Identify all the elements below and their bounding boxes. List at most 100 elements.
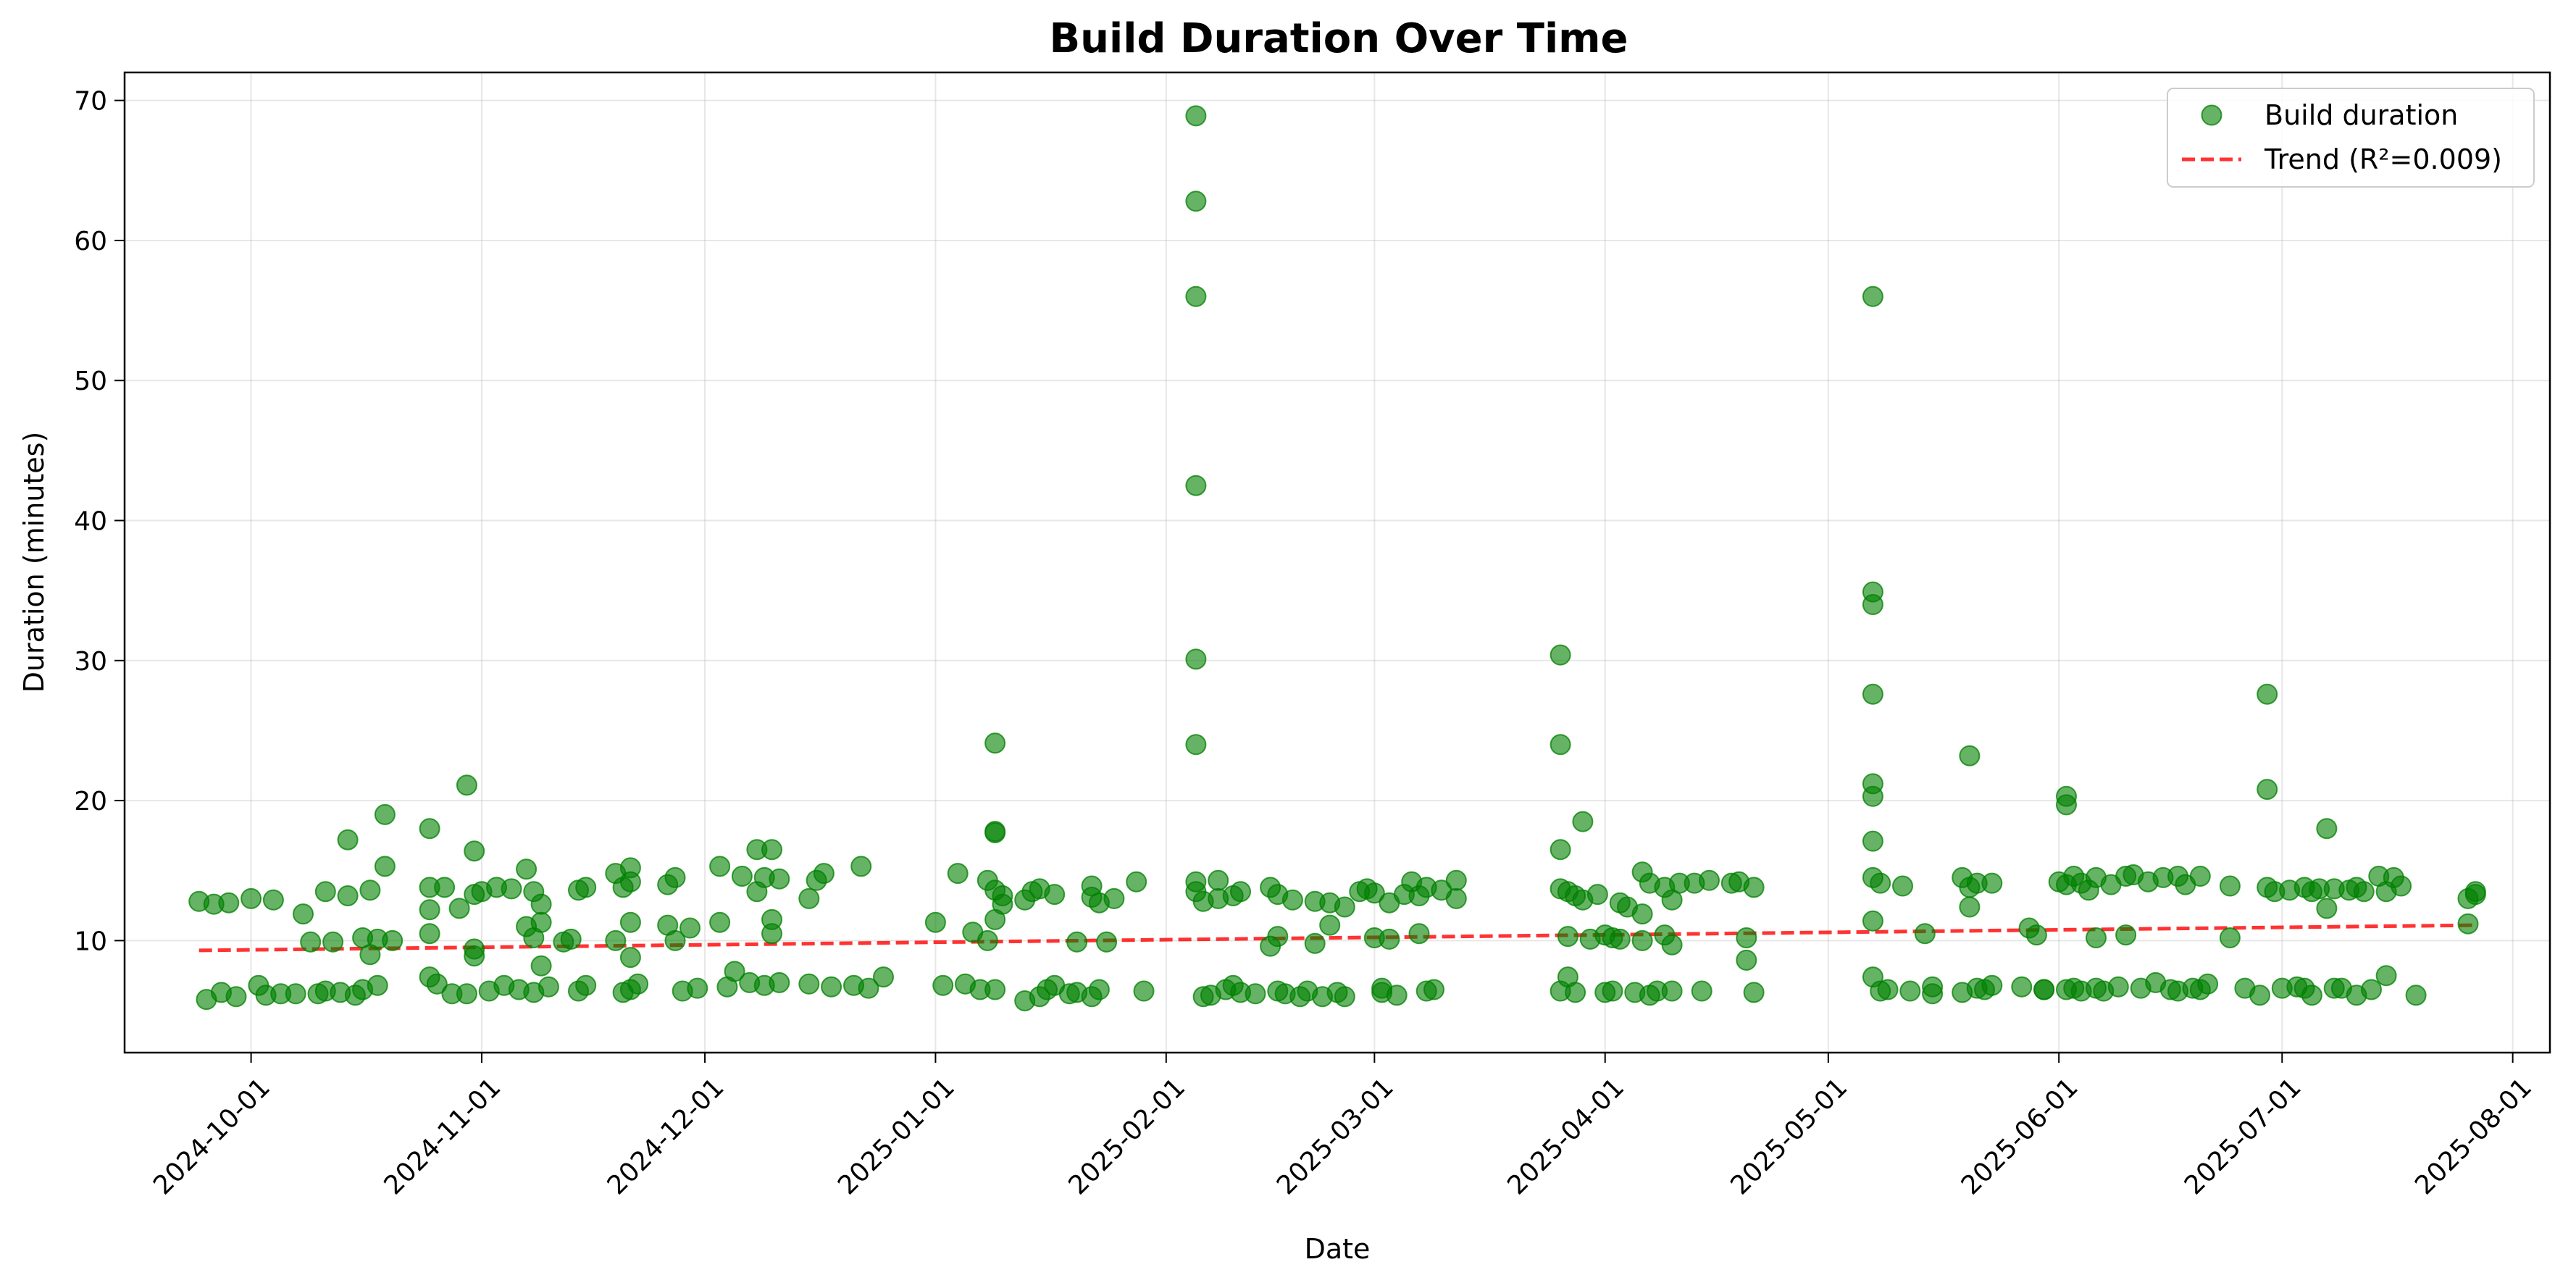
legend-marker-build-duration xyxy=(2201,104,2222,126)
data-point xyxy=(1959,745,1981,766)
data-point xyxy=(516,858,538,880)
data-point xyxy=(1379,928,1400,950)
data-point xyxy=(262,889,284,911)
data-point xyxy=(1386,985,1408,1006)
data-point xyxy=(2025,924,2047,946)
data-point xyxy=(382,929,403,951)
data-point xyxy=(850,856,872,877)
data-point xyxy=(1550,644,1571,666)
data-point xyxy=(1550,839,1571,861)
data-point xyxy=(1586,884,1608,906)
data-point xyxy=(1609,928,1631,950)
data-point xyxy=(1550,734,1571,756)
data-point xyxy=(337,829,359,851)
data-point xyxy=(2249,985,2270,1006)
data-point xyxy=(314,881,336,903)
data-point xyxy=(1862,683,1883,705)
data-point xyxy=(709,911,731,933)
data-point xyxy=(2301,985,2322,1006)
data-point xyxy=(1267,926,1289,948)
data-point xyxy=(538,976,559,998)
data-point xyxy=(456,983,477,1005)
data-point xyxy=(1862,285,1883,307)
data-point xyxy=(977,929,998,951)
data-point xyxy=(761,923,782,945)
data-point xyxy=(1661,934,1683,956)
y-tick-label: 50 xyxy=(74,367,107,396)
data-point xyxy=(798,973,820,995)
data-point xyxy=(619,871,641,893)
data-point xyxy=(1304,932,1326,954)
data-point xyxy=(2115,924,2137,946)
data-point xyxy=(1661,980,1683,1002)
data-point xyxy=(1208,869,1229,891)
x-axis-label: Date xyxy=(1305,1233,1371,1265)
data-point xyxy=(1334,986,1355,1008)
data-point xyxy=(530,893,552,915)
data-point xyxy=(769,971,790,993)
data-point xyxy=(1185,105,1207,127)
y-tick-label: 40 xyxy=(74,507,107,537)
data-point xyxy=(501,878,522,900)
data-point xyxy=(2107,976,2129,998)
data-point xyxy=(285,983,306,1005)
data-point xyxy=(2219,875,2241,897)
data-point xyxy=(426,973,448,995)
data-point xyxy=(1736,949,1757,971)
data-point xyxy=(1877,979,1899,1000)
data-point xyxy=(1126,871,1147,893)
data-point xyxy=(2457,913,2479,935)
data-point xyxy=(322,931,344,953)
data-point xyxy=(2189,866,2211,887)
data-point xyxy=(2197,973,2219,995)
data-point xyxy=(798,887,820,909)
data-point xyxy=(434,877,456,898)
data-point xyxy=(724,961,745,982)
points-layer xyxy=(188,105,2486,1011)
data-point xyxy=(1133,980,1155,1002)
data-point xyxy=(2391,875,2412,897)
data-point xyxy=(1631,929,1653,951)
data-point xyxy=(1565,982,1586,1003)
plot-frame xyxy=(123,71,2551,1054)
data-point xyxy=(1602,980,1623,1002)
data-point xyxy=(2086,927,2107,948)
data-point xyxy=(627,973,649,995)
data-point xyxy=(924,911,946,933)
chart-title: Build Duration Over Time xyxy=(1049,15,1628,62)
data-point xyxy=(337,885,359,906)
data-point xyxy=(932,974,954,996)
data-point xyxy=(1245,983,1266,1005)
legend: Build duration Trend (R²=0.009) xyxy=(2167,88,2535,188)
data-point xyxy=(560,928,582,950)
data-point xyxy=(575,877,597,898)
data-point xyxy=(1736,927,1757,948)
data-point xyxy=(464,945,485,967)
data-point xyxy=(293,903,314,925)
data-point xyxy=(984,979,1006,1000)
y-tick-label: 10 xyxy=(74,927,107,956)
data-point xyxy=(2375,965,2397,987)
data-point xyxy=(1862,910,1883,932)
data-point xyxy=(225,986,247,1008)
data-point xyxy=(992,893,1013,915)
data-point xyxy=(419,923,440,945)
data-point xyxy=(605,929,627,951)
y-tick-label: 60 xyxy=(74,227,107,256)
data-point xyxy=(1981,974,2003,996)
data-point xyxy=(218,892,240,914)
data-point xyxy=(1870,872,1891,894)
data-point xyxy=(1862,785,1883,807)
data-point xyxy=(530,955,552,977)
data-point xyxy=(2219,927,2241,948)
data-point xyxy=(448,898,470,919)
legend-label-build-duration: Build duration xyxy=(2265,99,2458,131)
data-point xyxy=(419,818,440,840)
data-point xyxy=(1631,903,1653,925)
data-point xyxy=(464,840,485,862)
data-point xyxy=(1096,931,1118,953)
data-point xyxy=(1066,931,1088,953)
data-point xyxy=(1185,285,1207,307)
